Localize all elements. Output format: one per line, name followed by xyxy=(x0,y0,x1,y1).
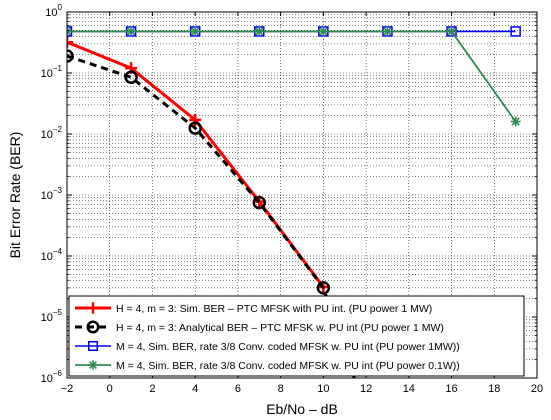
y-tick-label: 100 xyxy=(45,3,62,19)
series-2-line xyxy=(67,54,356,378)
series-4-point xyxy=(254,26,265,37)
x-tick-label: 6 xyxy=(235,383,241,395)
plot-frame xyxy=(66,11,538,379)
legend-marker xyxy=(87,302,99,314)
series-2-point xyxy=(316,281,331,295)
legend-label: M = 4, Sim. BER, rate 3/8 Conv. coded MF… xyxy=(116,341,460,353)
tick-labels: −2 0 2 4 6 8 10 12 14 16 18 20 10−6 10−5 10−4 10−3 10−2 1… xyxy=(41,3,544,395)
series-4-point xyxy=(318,26,329,37)
legend-entry-1: H = 4, m = 3: Sim. BER – PTC MFSK with P… xyxy=(75,302,432,315)
series-4-point xyxy=(382,26,393,37)
x-tick-label: 10 xyxy=(317,383,329,395)
x-tick-label: 14 xyxy=(403,383,415,395)
y-tick-label: 10−3 xyxy=(41,186,63,202)
series-4-line xyxy=(67,30,517,123)
x-tick-label: −2 xyxy=(61,383,74,395)
legend-label: M = 4, Sim. BER, rate 3/8 Conv. coded MF… xyxy=(116,360,460,372)
series-2-point xyxy=(67,49,74,63)
series-layer xyxy=(67,26,521,378)
legend: H = 4, m = 3: Sim. BER – PTC MFSK with P… xyxy=(68,295,525,377)
series-4-point xyxy=(67,26,72,37)
x-tick-label: 16 xyxy=(445,383,457,395)
series-4-point xyxy=(190,26,201,37)
y-tick-label: 10−4 xyxy=(41,247,63,263)
legend-entry-4: M = 4, Sim. BER, rate 3/8 Conv. coded MF… xyxy=(75,360,460,372)
legend-label: H = 4, m = 3: Sim. BER – PTC MFSK with P… xyxy=(116,303,432,315)
y-tick-label: 10−2 xyxy=(41,125,63,141)
series-4-point xyxy=(510,116,521,127)
legend-entry-2: H = 4, m = 3: Analytical BER – PTC MFSK … xyxy=(75,320,444,334)
series-4-point xyxy=(446,26,457,37)
series-2-point xyxy=(124,70,138,85)
series-4 xyxy=(67,26,521,127)
x-axis-label: Eb/No – dB xyxy=(266,401,338,417)
x-tick-label: 20 xyxy=(531,383,543,395)
series-2-point xyxy=(252,195,267,210)
legend-marker xyxy=(87,340,99,352)
y-tick-label: 10−1 xyxy=(41,64,63,80)
x-tick-label: 2 xyxy=(149,383,155,395)
x-tick-label: 12 xyxy=(360,383,372,395)
y-axis-label: Bit Error Rate (BER) xyxy=(7,132,23,259)
series-2 xyxy=(67,49,356,378)
y-tick-label: 10−6 xyxy=(41,369,63,385)
x-tick-label: 4 xyxy=(192,383,198,395)
x-tick-label: 18 xyxy=(488,383,500,395)
legend-marker xyxy=(86,320,100,334)
legend-entry-3: M = 4, Sim. BER, rate 3/8 Conv. coded MF… xyxy=(75,340,460,353)
legend-label: H = 4, m = 3: Analytical BER – PTC MFSK … xyxy=(116,322,444,334)
legend-marker xyxy=(88,360,98,370)
series-3-point xyxy=(510,26,521,37)
series-1-point xyxy=(189,113,202,126)
series-1-point xyxy=(67,36,73,49)
y-tick-label: 10−5 xyxy=(41,308,63,324)
series-4-point xyxy=(126,26,137,37)
x-tick-label: 8 xyxy=(278,383,284,395)
x-tick-label: 0 xyxy=(107,383,113,395)
series-2-point xyxy=(188,121,202,135)
legend-box xyxy=(68,295,525,377)
